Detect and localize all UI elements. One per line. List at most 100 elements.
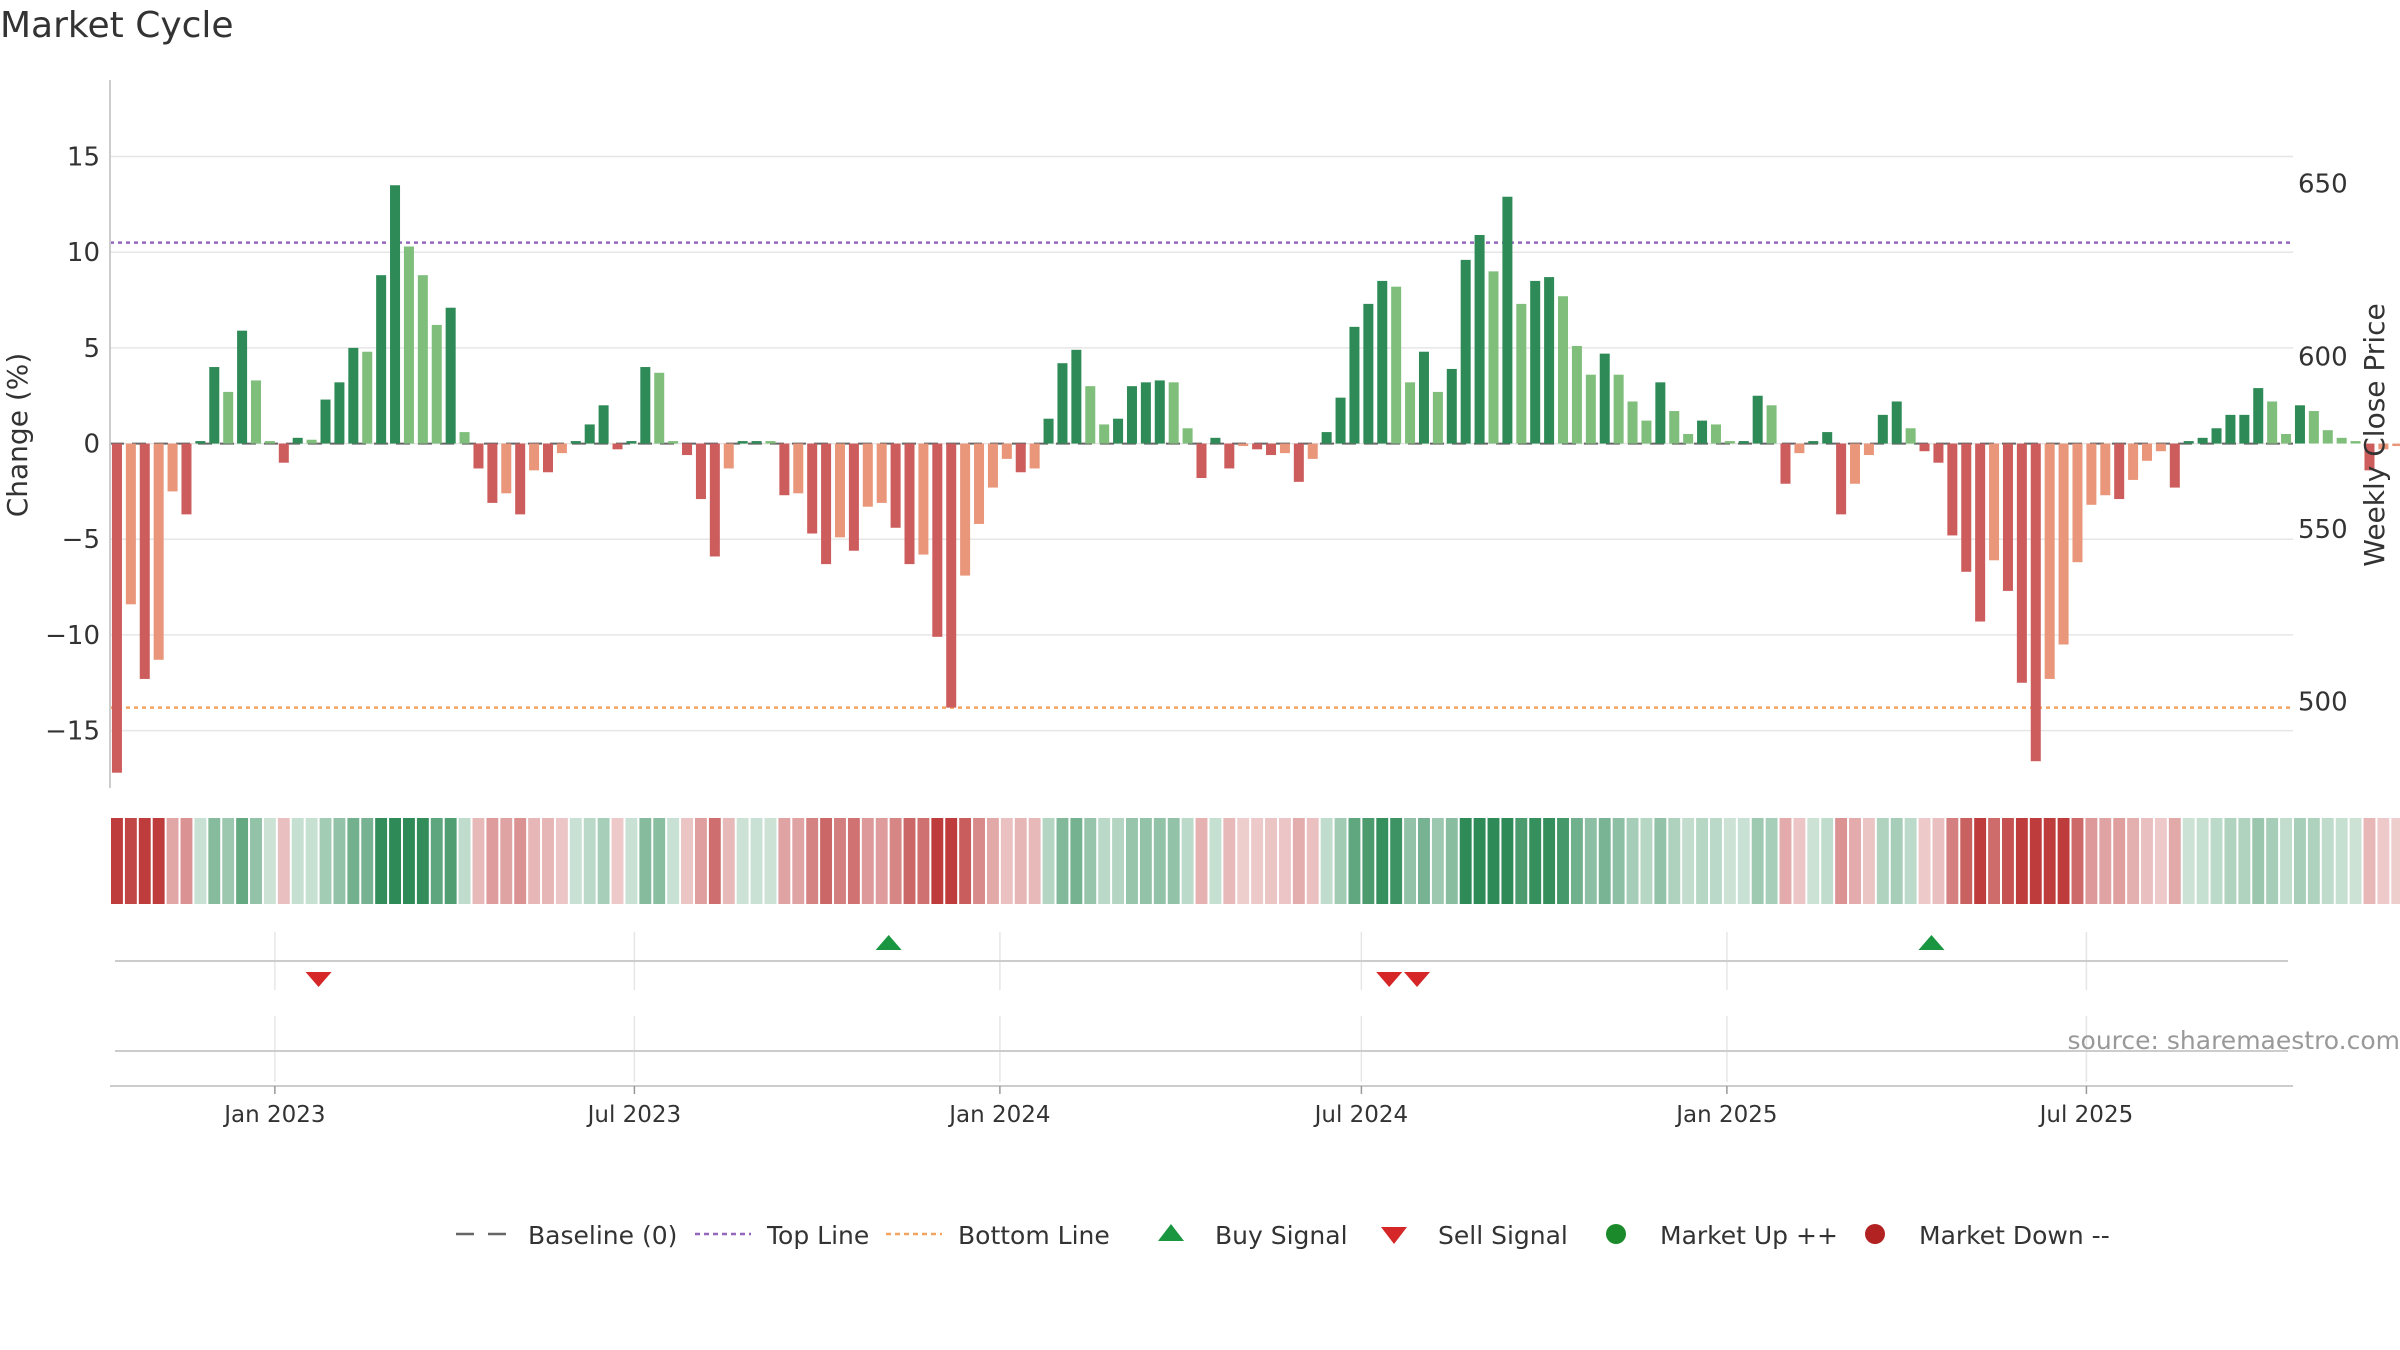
buy-signal-marker — [1918, 935, 1945, 950]
heat-cell — [1890, 818, 1903, 904]
heat-cell — [444, 818, 457, 904]
change-bar — [2308, 411, 2319, 444]
heat-cell-bg — [2126, 818, 2141, 904]
x-tick-label: Jan 2023 — [222, 1102, 325, 1128]
heat-cell-bg — [610, 818, 625, 904]
change-bar — [1919, 443, 1930, 452]
heat-cell — [1640, 818, 1653, 904]
y-tick-label: 0 — [83, 430, 100, 460]
heat-cell — [820, 818, 833, 904]
heat-cell-bg — [680, 818, 694, 904]
heat-cell-bg — [1792, 818, 1807, 904]
change-bar — [2378, 443, 2389, 450]
heat-cell — [2349, 818, 2362, 904]
heat-cell — [1668, 818, 1681, 904]
change-bar — [1418, 351, 1429, 444]
heat-cell-bg — [1736, 818, 1751, 904]
heat-cell — [166, 818, 179, 904]
heat-cell-bg — [2306, 818, 2321, 904]
heat-cell — [1793, 818, 1806, 904]
heat-cell — [402, 818, 415, 904]
legend-label: Bottom Line — [958, 1221, 1110, 1250]
change-bar — [2155, 443, 2166, 452]
change-bar — [1752, 395, 1763, 444]
heat-cell — [1000, 818, 1013, 904]
heat-cell — [2210, 818, 2223, 904]
heat-cell-bg — [999, 818, 1014, 904]
heat-cell — [959, 818, 972, 904]
change-bar — [570, 441, 581, 444]
heat-cell-bg — [2167, 818, 2182, 904]
heat-cell — [1501, 818, 1514, 904]
heat-cell-bg — [1778, 818, 1793, 904]
heat-cell — [194, 818, 207, 904]
change-bar — [2322, 430, 2333, 444]
heat-cell — [472, 818, 485, 904]
change-bar — [1516, 303, 1527, 444]
change-bar — [111, 443, 122, 773]
heat-cell — [1153, 818, 1166, 904]
y2-tick-label: 600 — [2298, 342, 2348, 372]
change-bar — [640, 367, 651, 444]
change-bar — [695, 443, 706, 500]
heat-cell — [1654, 818, 1667, 904]
heat-cell — [792, 818, 805, 904]
heat-cell-bg — [541, 818, 555, 904]
change-bar — [904, 443, 915, 565]
change-bar — [542, 443, 553, 473]
heat-cell — [708, 818, 721, 904]
heat-cell — [2085, 818, 2098, 904]
heat-cell — [347, 818, 360, 904]
change-bar — [1683, 434, 1694, 444]
heat-cell-bg — [2237, 818, 2252, 904]
heat-cell — [847, 818, 860, 904]
heat-cell — [528, 818, 541, 904]
heat-cell — [778, 818, 791, 904]
change-bar — [1877, 414, 1888, 444]
heat-cell-bg — [2293, 818, 2307, 904]
change-bar — [1905, 428, 1916, 444]
heat-cell — [750, 818, 763, 904]
change-bar — [2044, 443, 2055, 679]
x-tick-label: Jul 2024 — [1313, 1102, 1409, 1128]
heat-cell-bg — [527, 818, 542, 904]
heat-cell — [458, 818, 471, 904]
heat-cell — [542, 818, 554, 904]
buy-signal-marker — [875, 935, 902, 950]
change-bar — [668, 441, 679, 444]
heat-cell — [2377, 818, 2390, 904]
change-bar — [2364, 443, 2375, 471]
sell-signal-marker — [1376, 972, 1403, 987]
heat-cell — [486, 818, 499, 904]
heat-cell — [2252, 818, 2265, 904]
heat-cell — [277, 818, 290, 904]
change-bar — [1071, 349, 1082, 444]
heat-cell-bg — [2098, 818, 2113, 904]
change-bar — [403, 246, 414, 444]
chart-title: Market Cycle — [0, 5, 234, 46]
change-bar — [348, 347, 359, 444]
heat-cell-bg — [165, 818, 180, 904]
heat-cell — [2002, 818, 2014, 904]
heat-cell — [1278, 818, 1291, 904]
heat-cell — [806, 818, 819, 904]
change-bar — [2183, 441, 2194, 444]
change-bar — [209, 367, 220, 444]
change-bar — [1891, 401, 1902, 444]
change-bar — [1391, 286, 1402, 444]
change-bar — [2267, 401, 2278, 444]
heat-cell — [1849, 818, 1861, 904]
change-bar — [459, 432, 470, 444]
heat-cell — [2182, 818, 2195, 904]
change-bar — [1015, 443, 1026, 473]
heat-cell — [2141, 818, 2153, 904]
heat-cell — [1946, 818, 1959, 904]
change-bar — [390, 185, 401, 444]
heat-cell — [681, 818, 693, 904]
heat-cell-bg — [1277, 818, 1292, 904]
heat-cell — [1626, 818, 1639, 904]
change-bar — [918, 443, 929, 555]
heat-cell — [208, 818, 221, 904]
heat-cell — [1348, 818, 1361, 904]
